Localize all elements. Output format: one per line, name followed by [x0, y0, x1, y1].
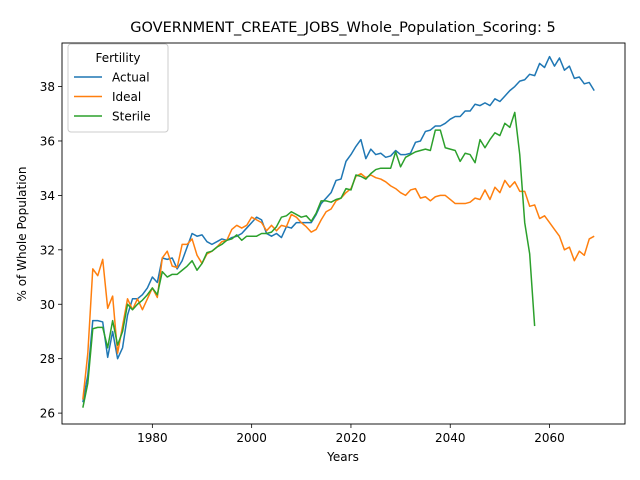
legend-title: Fertility — [95, 51, 140, 65]
x-axis: 1980 2000 2020 2040 2060 — [137, 424, 565, 445]
y-tick-label: 34 — [40, 189, 55, 203]
y-tick-label: 36 — [40, 134, 55, 148]
series-line-actual — [82, 55, 595, 403]
legend: Fertility Actual Ideal Sterile — [67, 43, 169, 133]
legend-label-actual: Actual — [112, 71, 150, 85]
legend-box — [67, 43, 169, 133]
x-tick-label: 2000 — [236, 431, 267, 445]
series-lines — [82, 55, 595, 408]
y-axis-label: % of Whole Population — [15, 167, 29, 302]
legend-label-sterile: Sterile — [112, 110, 151, 124]
y-tick-label: 28 — [40, 352, 55, 366]
x-tick-label: 2040 — [435, 431, 466, 445]
y-tick-label: 38 — [40, 80, 55, 94]
x-tick-label: 2020 — [336, 431, 367, 445]
plot-frame — [61, 42, 626, 425]
series-line-sterile — [82, 111, 536, 408]
legend-items: Actual Ideal Sterile — [74, 71, 151, 124]
x-tick-label: 2060 — [534, 431, 565, 445]
x-axis-label: Years — [326, 450, 359, 464]
legend-label-ideal: Ideal — [112, 90, 141, 104]
y-tick-label: 26 — [40, 407, 55, 421]
plot-area: 1980 2000 2020 2040 2060 26 28 30 32 34 36 38 — [40, 42, 626, 445]
y-tick-label: 32 — [40, 243, 55, 257]
chart-title: GOVERNMENT_CREATE_JOBS_Whole_Population_… — [130, 20, 555, 36]
x-tick-label: 1980 — [137, 431, 168, 445]
y-axis: 26 28 30 32 34 36 38 — [40, 80, 62, 421]
y-tick-label: 30 — [40, 298, 55, 312]
